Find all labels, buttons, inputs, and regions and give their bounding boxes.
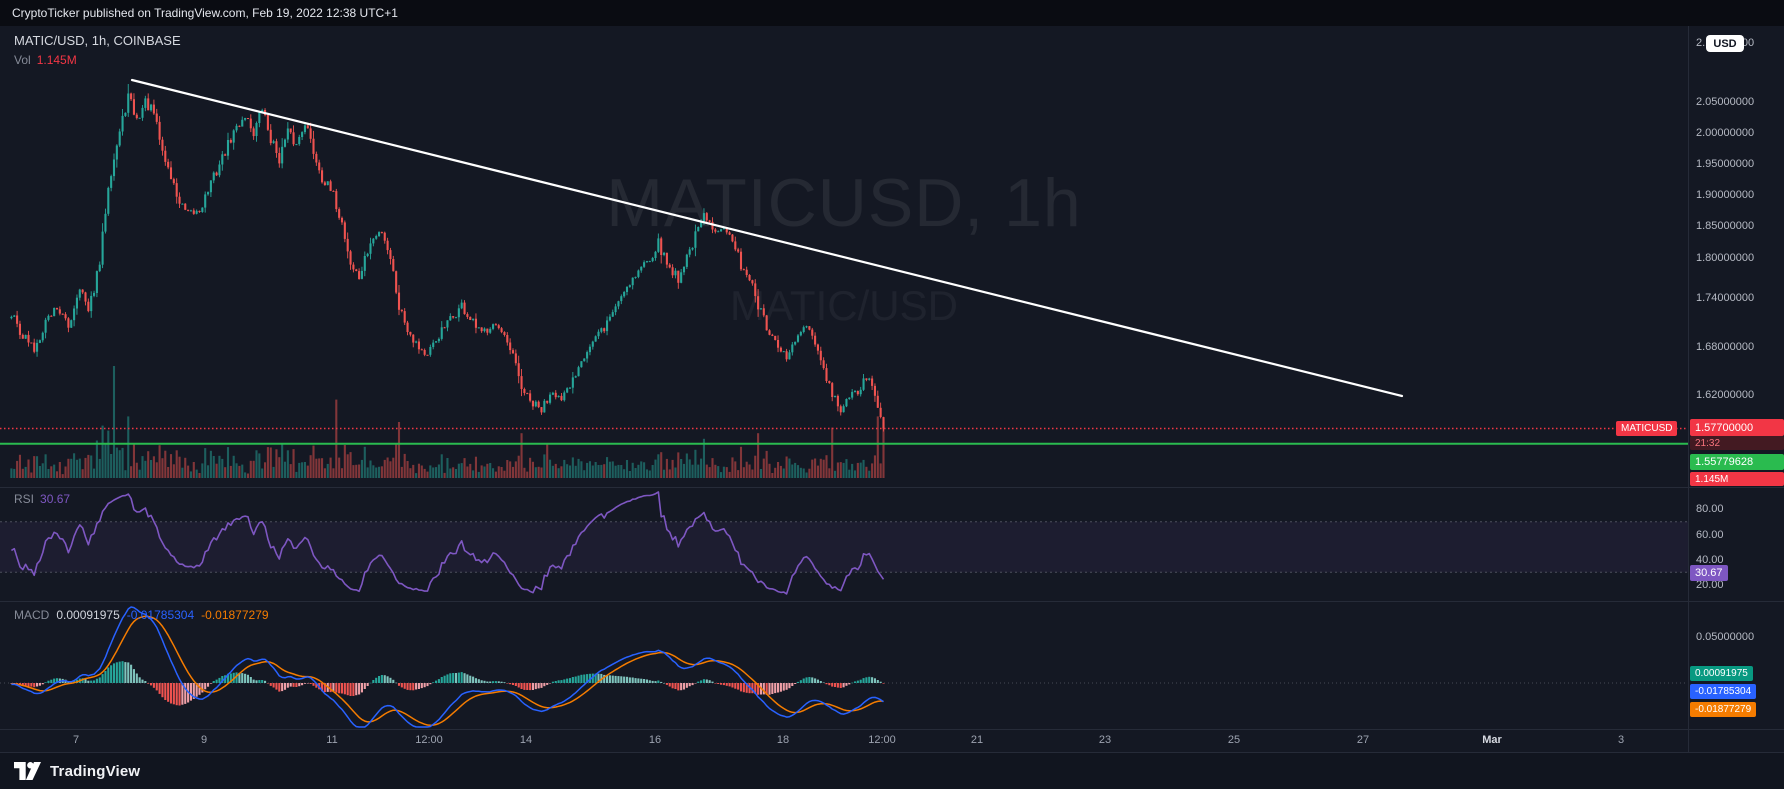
- macd-axis-label: 0.05000000: [1696, 631, 1755, 643]
- price-axis-label: 2.00000000: [1696, 127, 1755, 139]
- watermark-symbol: MATICUSD, 1h: [606, 165, 1082, 241]
- volume-label: Vol: [14, 53, 31, 67]
- price-axis-label: 1.68000000: [1696, 341, 1755, 353]
- time-axis-label: Mar: [1482, 734, 1502, 746]
- time-axis-label: 11: [326, 734, 338, 746]
- macd-histogram-badge: 0.00091975: [1690, 666, 1753, 681]
- last-price-badge: 1.57700000: [1690, 419, 1784, 436]
- watermark-pair: MATIC/USD: [730, 282, 958, 329]
- tradingview-logo-icon[interactable]: [14, 761, 41, 781]
- horizontal-line-price-badge: 1.55779628: [1690, 454, 1784, 470]
- rsi-legend[interactable]: RSI 30.67: [14, 492, 70, 506]
- time-axis-label: 14: [519, 734, 533, 746]
- attribution-text[interactable]: CryptoTicker published on TradingView.co…: [12, 6, 398, 20]
- bar-countdown-badge: 21:32: [1690, 436, 1784, 450]
- volume-legend: Vol 1.145M: [14, 53, 77, 67]
- macd-line-badge: -0.01785304: [1690, 684, 1757, 699]
- macd-signal-badge: -0.01877279: [1690, 702, 1757, 717]
- currency-toggle-button[interactable]: USD: [1706, 35, 1744, 52]
- time-axis-label: 21: [970, 734, 984, 746]
- macd-legend[interactable]: MACD 0.00091975 -0.01785304 -0.01877279: [14, 608, 269, 622]
- rsi-axis-label: 20.00: [1696, 579, 1724, 591]
- price-axis[interactable]: 2.150000002.050000002.000000001.95000000…: [1689, 26, 1784, 752]
- price-axis-label: 2.05000000: [1696, 96, 1755, 108]
- rsi-axis-label: 40.00: [1696, 554, 1724, 566]
- time-axis-label: 3: [1617, 734, 1625, 746]
- rsi-axis-badge: 30.67: [1690, 565, 1728, 581]
- price-axis-label: 1.85000000: [1696, 220, 1755, 232]
- time-axis-label: 12:00: [415, 734, 443, 746]
- price-axis-label: 1.95000000: [1696, 158, 1755, 170]
- price-axis-label: 1.62000000: [1696, 389, 1755, 401]
- rsi-axis-label: 60.00: [1696, 529, 1724, 541]
- time-axis-label: 27: [1356, 734, 1370, 746]
- footer-bar: TradingView: [0, 752, 1784, 789]
- last-price-symbol-tag: MATICUSD: [1616, 421, 1678, 436]
- time-axis-label: 7: [72, 734, 80, 746]
- price-axis-label: 1.90000000: [1696, 189, 1755, 201]
- time-axis[interactable]: 7 9 11 12:00 14 16 18 12:00 21 23 25 27 Mar 3: [0, 731, 1688, 752]
- rsi-axis-label: 80.00: [1696, 503, 1724, 515]
- tradingview-wordmark[interactable]: TradingView: [50, 762, 141, 780]
- volume-axis-badge: 1.145M: [1690, 472, 1784, 486]
- price-axis-label: 1.74000000: [1696, 292, 1755, 304]
- symbol-legend[interactable]: MATIC/USD, 1h, COINBASE: [14, 33, 181, 48]
- rsi-value: 30.67: [40, 492, 71, 506]
- rsi-label: RSI: [14, 492, 35, 506]
- macd-line-value: -0.01785304: [126, 608, 195, 622]
- time-axis-label: 12:00: [868, 734, 896, 746]
- time-axis-label: 23: [1098, 734, 1112, 746]
- macd-label: MACD: [14, 608, 50, 622]
- price-axis-label: 1.80000000: [1696, 252, 1755, 264]
- time-axis-label: 9: [200, 734, 208, 746]
- attribution-bar: CryptoTicker published on TradingView.co…: [0, 0, 1784, 26]
- time-axis-label: 18: [776, 734, 790, 746]
- time-axis-label: 25: [1227, 734, 1241, 746]
- macd-histogram-value: 0.00091975: [56, 608, 120, 622]
- volume-value: 1.145M: [36, 53, 77, 67]
- time-axis-label: 16: [648, 734, 662, 746]
- macd-signal-value: -0.01877279: [201, 608, 269, 622]
